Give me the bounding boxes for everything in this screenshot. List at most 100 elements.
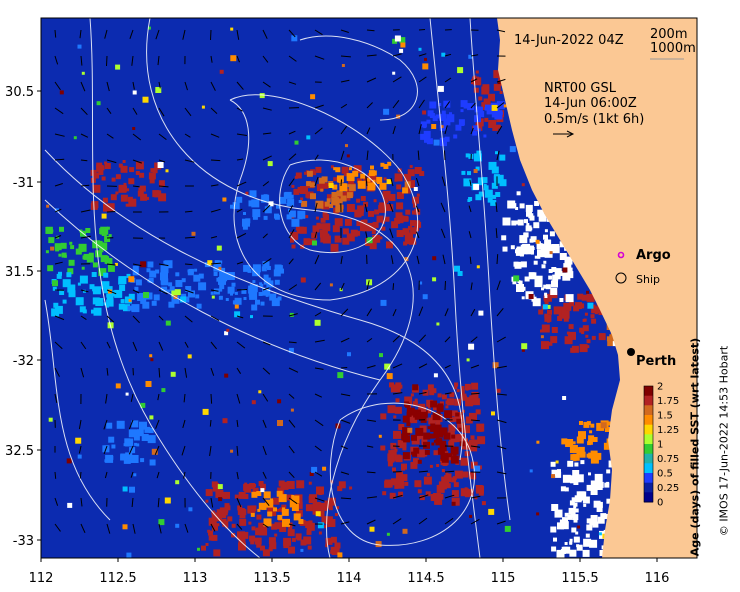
sst-pixel bbox=[56, 273, 62, 279]
sst-pixel bbox=[425, 491, 431, 497]
sst-pixel bbox=[491, 182, 498, 189]
sst-pixel bbox=[417, 489, 422, 494]
sst-pixel bbox=[499, 91, 503, 94]
sst-pixel bbox=[216, 277, 221, 282]
sst-pixel bbox=[208, 517, 217, 526]
sst-pixel bbox=[426, 119, 431, 124]
sst-pixel bbox=[446, 114, 455, 123]
sst-pixel bbox=[215, 483, 220, 487]
sst-pixel bbox=[588, 472, 591, 476]
sst-pixel bbox=[393, 430, 401, 439]
sst-pixel bbox=[388, 456, 395, 463]
sst-pixel bbox=[454, 265, 460, 272]
current-arrow bbox=[54, 55, 59, 65]
current-arrow bbox=[366, 127, 371, 135]
sst-pixel bbox=[529, 215, 535, 221]
sst-pixel bbox=[320, 217, 326, 223]
sst-pixel bbox=[460, 488, 469, 497]
sst-pixel bbox=[314, 319, 321, 326]
sst-pixel bbox=[234, 291, 238, 295]
sst-pixel bbox=[443, 118, 451, 126]
sst-pixel bbox=[395, 382, 402, 389]
current-arrow bbox=[314, 445, 322, 452]
current-arrow bbox=[262, 393, 269, 402]
current-arrow bbox=[418, 53, 427, 57]
sst-pixel bbox=[544, 229, 548, 233]
sst-pixel bbox=[147, 26, 151, 30]
sst-pixel bbox=[373, 175, 377, 178]
colorbar-tick-label: 0.75 bbox=[657, 454, 679, 465]
lat-tick-label: 32.5 bbox=[5, 444, 34, 459]
current-arrow bbox=[80, 235, 91, 239]
sst-pixel bbox=[553, 537, 557, 542]
sst-pixel bbox=[502, 217, 511, 226]
sst-pixel bbox=[426, 399, 434, 407]
current-arrow bbox=[366, 519, 376, 525]
current-arrow bbox=[288, 55, 297, 62]
sst-pixel bbox=[180, 296, 187, 303]
sst-pixel bbox=[224, 331, 229, 336]
sst-pixel bbox=[213, 263, 222, 272]
sst-pixel bbox=[402, 230, 407, 235]
sst-pixel bbox=[569, 301, 575, 307]
sst-pixel bbox=[318, 511, 325, 517]
sst-pixel bbox=[256, 542, 262, 548]
current-arrow bbox=[78, 445, 82, 454]
sst-pixel bbox=[327, 519, 336, 527]
colorbar-tick-label: 1.5 bbox=[657, 411, 673, 422]
current-arrow bbox=[106, 289, 117, 295]
sst-pixel bbox=[96, 101, 101, 106]
sst-pixel bbox=[573, 502, 578, 507]
sst-pixel bbox=[322, 466, 327, 471]
current-arrow bbox=[157, 55, 160, 66]
sst-pixel bbox=[129, 486, 135, 493]
sst-pixel bbox=[259, 282, 263, 286]
sst-pixel bbox=[444, 136, 450, 142]
sst-pixel bbox=[330, 165, 334, 169]
colorbar-segment bbox=[644, 434, 653, 445]
current-arrow bbox=[340, 256, 343, 265]
sst-pixel bbox=[101, 231, 107, 236]
sst-pixel bbox=[258, 292, 263, 296]
lat-tick-label: -31 bbox=[13, 176, 34, 191]
sst-pixel bbox=[462, 471, 469, 478]
sst-pixel bbox=[252, 214, 258, 220]
sst-pixel bbox=[419, 171, 425, 176]
sst-pixel bbox=[585, 334, 589, 338]
sst-pixel bbox=[512, 280, 517, 285]
sst-pixel bbox=[207, 260, 213, 266]
current-arrow bbox=[210, 393, 213, 404]
sst-pixel bbox=[108, 286, 113, 291]
sst-pixel bbox=[256, 491, 262, 496]
sst-pixel bbox=[469, 412, 477, 421]
sst-pixel bbox=[81, 266, 85, 270]
sst-pixel bbox=[226, 328, 230, 332]
sst-pixel bbox=[332, 184, 338, 190]
sst-pixel bbox=[230, 27, 234, 31]
sst-pixel bbox=[419, 495, 425, 501]
sst-pixel bbox=[394, 173, 403, 182]
sst-pixel bbox=[155, 269, 160, 274]
current-arrow bbox=[496, 78, 506, 83]
sst-pixel bbox=[544, 292, 548, 296]
current-arrow bbox=[78, 419, 82, 430]
sst-pixel bbox=[409, 415, 418, 424]
current-arrow bbox=[262, 29, 268, 39]
current-arrow bbox=[314, 311, 322, 317]
sst-pixel bbox=[52, 280, 58, 287]
sst-pixel bbox=[423, 476, 432, 485]
sst-pixel bbox=[475, 194, 482, 201]
current-arrow bbox=[262, 204, 271, 213]
sst-pixel bbox=[533, 260, 538, 265]
current-arrow bbox=[340, 419, 351, 424]
sst-pixel bbox=[454, 382, 459, 387]
current-arrow bbox=[366, 77, 377, 83]
sst-pixel bbox=[382, 491, 387, 496]
colorbar-tick-label: 0 bbox=[657, 498, 663, 509]
sst-pixel bbox=[306, 135, 311, 140]
current-arrow bbox=[210, 159, 221, 162]
current-arrow bbox=[418, 494, 429, 499]
sst-pixel bbox=[187, 354, 192, 359]
sst-pixel bbox=[501, 235, 507, 241]
current-arrow bbox=[392, 518, 402, 525]
